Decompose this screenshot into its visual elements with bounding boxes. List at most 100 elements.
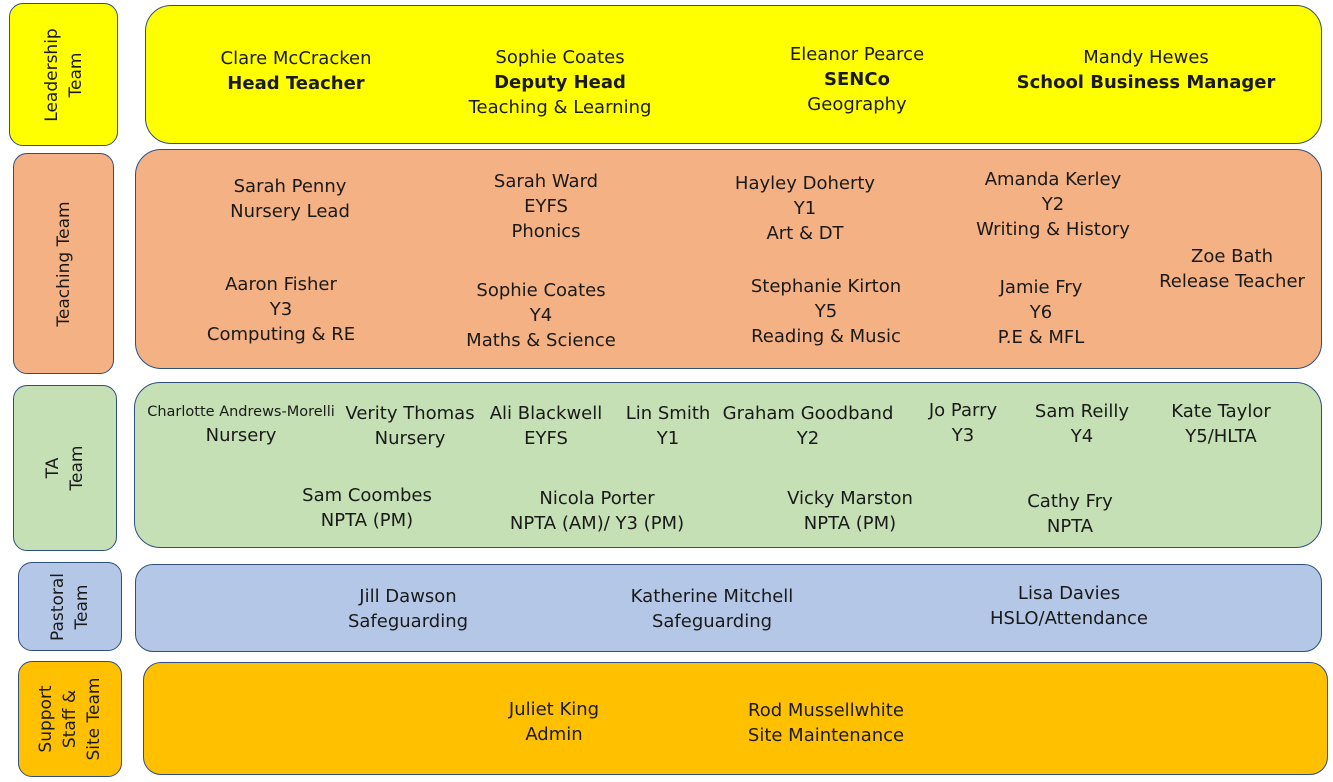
pastoral-card-mitchell: Katherine Mitchell Safeguarding bbox=[631, 584, 794, 634]
person-detail: Teaching & Learning bbox=[468, 97, 652, 118]
pastoral-team-label: Pastoral Team bbox=[46, 573, 94, 641]
person-name: Lin Smith bbox=[625, 403, 711, 424]
person-role: Release Teacher bbox=[1159, 271, 1305, 292]
person-name: Clare McCracken bbox=[220, 48, 372, 69]
leadership-card-mccracken: Clare McCracken Head Teacher bbox=[221, 46, 372, 96]
teaching-card-penny: Sarah Penny Nursery Lead bbox=[230, 174, 350, 224]
person-role: SENCo bbox=[824, 69, 890, 90]
ta-card-reilly: Sam Reilly Y4 bbox=[1035, 399, 1129, 449]
person-role: Safeguarding bbox=[347, 611, 469, 632]
support-card-king: Juliet King Admin bbox=[509, 697, 599, 747]
person-role: Y2 bbox=[1041, 194, 1065, 215]
person-name: Sarah Ward bbox=[493, 171, 599, 192]
teaching-card-doherty: Hayley Doherty Y1 Art & DT bbox=[735, 171, 875, 246]
person-name: Hayley Doherty bbox=[734, 173, 876, 194]
ta-card-smith: Lin Smith Y1 bbox=[626, 401, 711, 451]
person-role: HSLO/Attendance bbox=[989, 608, 1149, 629]
person-name: Nicola Porter bbox=[539, 488, 655, 509]
person-role: NPTA (AM)/ Y3 (PM) bbox=[509, 513, 685, 534]
pastoral-label-line2: Team bbox=[72, 584, 92, 629]
teaching-card-kirton: Stephanie Kirton Y5 Reading & Music bbox=[751, 274, 901, 349]
teaching-team-panel bbox=[135, 149, 1322, 369]
leadership-label-line2: Team bbox=[65, 52, 86, 97]
pastoral-label-line1: Pastoral bbox=[48, 572, 68, 641]
person-role: School Business Manager bbox=[1016, 72, 1276, 93]
leadership-label-line1: Leadership bbox=[41, 27, 62, 122]
person-name: Sam Coombes bbox=[302, 485, 432, 506]
support-team-label: Support Staff & Site Team bbox=[34, 678, 106, 761]
ta-card-blackwell: Ali Blackwell EYFS bbox=[490, 401, 603, 451]
teaching-team-label-box: Teaching Team bbox=[13, 153, 114, 374]
person-role: Y4 bbox=[529, 305, 553, 326]
person-name: Amanda Kerley bbox=[984, 169, 1122, 190]
person-detail: Reading & Music bbox=[751, 326, 901, 347]
ta-team-label: TA Team bbox=[41, 446, 89, 491]
teaching-card-fisher: Aaron Fisher Y3 Computing & RE bbox=[207, 272, 355, 347]
ta-card-taylor: Kate Taylor Y5/HLTA bbox=[1171, 399, 1270, 449]
teaching-label-line1: Teaching Team bbox=[53, 200, 74, 327]
person-role: Safeguarding bbox=[651, 611, 773, 632]
ta-label-line2: Team bbox=[67, 445, 87, 491]
leadership-card-coates: Sophie Coates Deputy Head Teaching & Lea… bbox=[469, 45, 652, 120]
ta-card-andrews-morelli: Charlotte Andrews-Morelli Nursery bbox=[147, 401, 335, 448]
person-name: Zoe Bath bbox=[1191, 246, 1273, 267]
person-name: Sophie Coates bbox=[476, 280, 606, 301]
leadership-team-panel bbox=[145, 5, 1322, 144]
person-name: Eleanor Pearce bbox=[789, 44, 925, 65]
person-name: Aaron Fisher bbox=[225, 274, 337, 295]
person-role: Y6 bbox=[1029, 302, 1053, 323]
person-role: Y2 bbox=[796, 428, 820, 449]
ta-card-porter: Nicola Porter NPTA (AM)/ Y3 (PM) bbox=[510, 486, 684, 536]
person-name: Lisa Davies bbox=[1017, 583, 1121, 604]
person-role: Y3 bbox=[269, 299, 293, 320]
person-name: Graham Goodband bbox=[722, 403, 894, 424]
ta-team-panel bbox=[134, 382, 1322, 548]
person-name: Jo Parry bbox=[928, 400, 998, 421]
ta-card-cathy-fry: Cathy Fry NPTA bbox=[1027, 489, 1113, 539]
person-name: Rod Mussellwhite bbox=[748, 700, 904, 721]
person-name: Ali Blackwell bbox=[489, 403, 603, 424]
person-role: Y1 bbox=[793, 198, 817, 219]
support-label-line2: Staff & bbox=[60, 689, 80, 749]
person-name: Juliet King bbox=[508, 699, 600, 720]
person-role: NPTA bbox=[1046, 516, 1094, 537]
person-detail: Computing & RE bbox=[206, 324, 356, 345]
leadership-team-label: Leadership Team bbox=[40, 28, 88, 121]
teaching-card-coates: Sophie Coates Y4 Maths & Science bbox=[466, 278, 616, 353]
leadership-card-hewes: Mandy Hewes School Business Manager bbox=[1017, 45, 1276, 95]
ta-label-line1: TA bbox=[43, 457, 63, 479]
ta-card-marston: Vicky Marston NPTA (PM) bbox=[787, 486, 913, 536]
person-role: Y3 bbox=[951, 425, 975, 446]
person-role: Y4 bbox=[1070, 426, 1094, 447]
person-name: Verity Thomas bbox=[345, 403, 475, 424]
person-role: Nursery Lead bbox=[230, 201, 350, 222]
person-role: Admin bbox=[525, 724, 583, 745]
teaching-card-ward: Sarah Ward EYFS Phonics bbox=[494, 169, 598, 244]
person-name: Mandy Hewes bbox=[1083, 47, 1209, 68]
person-role: EYFS bbox=[524, 428, 568, 449]
person-role: Y5 bbox=[814, 301, 838, 322]
person-detail: Writing & History bbox=[976, 219, 1130, 240]
person-role: Y5/HLTA bbox=[1185, 426, 1257, 447]
support-label-line1: Support bbox=[36, 685, 56, 753]
support-team-label-box: Support Staff & Site Team bbox=[18, 661, 122, 777]
teaching-card-bath: Zoe Bath Release Teacher bbox=[1159, 244, 1305, 294]
person-name: Kate Taylor bbox=[1171, 401, 1271, 422]
pastoral-team-label-box: Pastoral Team bbox=[18, 562, 122, 651]
leadership-team-label-box: Leadership Team bbox=[9, 3, 118, 146]
ta-card-coombes: Sam Coombes NPTA (PM) bbox=[302, 483, 432, 533]
person-name: Cathy Fry bbox=[1027, 491, 1113, 512]
person-detail: Phonics bbox=[511, 221, 581, 242]
teaching-team-label: Teaching Team bbox=[52, 201, 76, 326]
person-role: Deputy Head bbox=[494, 72, 626, 93]
ta-team-label-box: TA Team bbox=[13, 385, 117, 551]
ta-card-parry: Jo Parry Y3 bbox=[929, 398, 997, 448]
person-role: Head Teacher bbox=[227, 73, 365, 94]
person-name: Jamie Fry bbox=[999, 277, 1083, 298]
person-role: Site Maintenance bbox=[747, 725, 905, 746]
pastoral-card-davies: Lisa Davies HSLO/Attendance bbox=[990, 581, 1148, 631]
person-detail: Maths & Science bbox=[466, 330, 616, 351]
teaching-card-fry: Jamie Fry Y6 P.E & MFL bbox=[998, 275, 1085, 350]
person-role: EYFS bbox=[524, 196, 568, 217]
person-name: Charlotte Andrews-Morelli bbox=[147, 404, 335, 420]
